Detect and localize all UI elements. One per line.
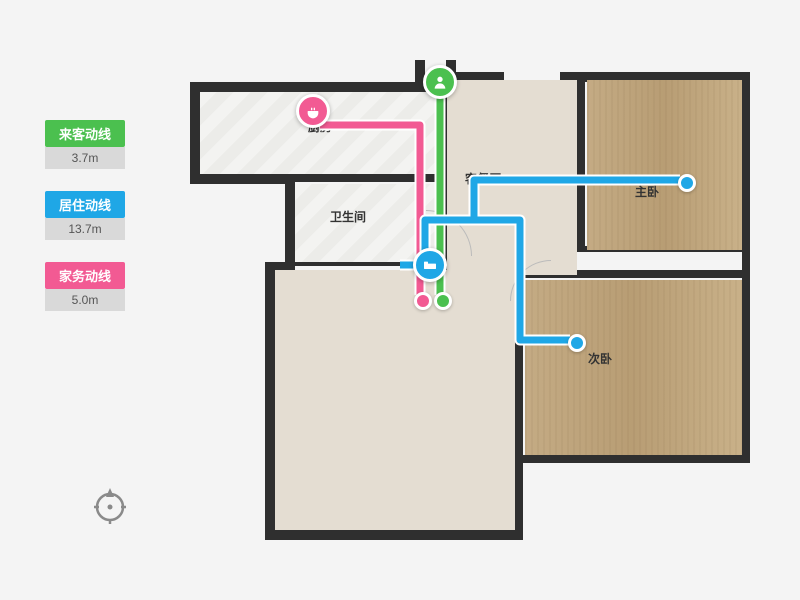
floorplan: 厨房 卫生间 客餐厅 主卧 次卧 [190,60,750,540]
wall [742,72,750,250]
wall [265,530,523,540]
legend-title: 居住动线 [45,191,125,218]
wall [290,174,445,182]
flow-end-dot [434,292,452,310]
wall [190,82,200,182]
legend-value: 13.7m [45,218,125,240]
legend: 来客动线 3.7m 居住动线 13.7m 家务动线 5.0m [45,120,125,333]
wall [190,174,295,184]
wall [265,262,275,540]
flow-end-dot [568,334,586,352]
wall [515,455,750,463]
legend-title: 来客动线 [45,120,125,147]
wall [742,250,750,463]
label-master: 主卧 [635,183,659,200]
wall [190,82,448,92]
label-second: 次卧 [588,350,612,367]
legend-item-housework: 家务动线 5.0m [45,262,125,311]
housework-marker-icon [296,94,330,128]
legend-title: 家务动线 [45,262,125,289]
label-bathroom: 卫生间 [330,208,366,225]
wall [577,80,585,250]
room-master [587,80,742,250]
label-living: 客餐厅 [465,170,501,187]
legend-item-visitor: 来客动线 3.7m [45,120,125,169]
room-bathroom [295,184,438,262]
stage: 来客动线 3.7m 居住动线 13.7m 家务动线 5.0m [0,0,800,600]
room-second [525,280,742,455]
living-marker-icon [413,248,447,282]
flow-end-dot [678,174,696,192]
flow-end-dot [414,292,432,310]
compass-icon [90,485,130,525]
legend-item-living: 居住动线 13.7m [45,191,125,240]
room-lower [275,270,515,530]
wall [515,455,523,538]
wall [285,174,295,270]
legend-value: 5.0m [45,289,125,311]
visitor-marker-icon [423,65,457,99]
legend-value: 3.7m [45,147,125,169]
